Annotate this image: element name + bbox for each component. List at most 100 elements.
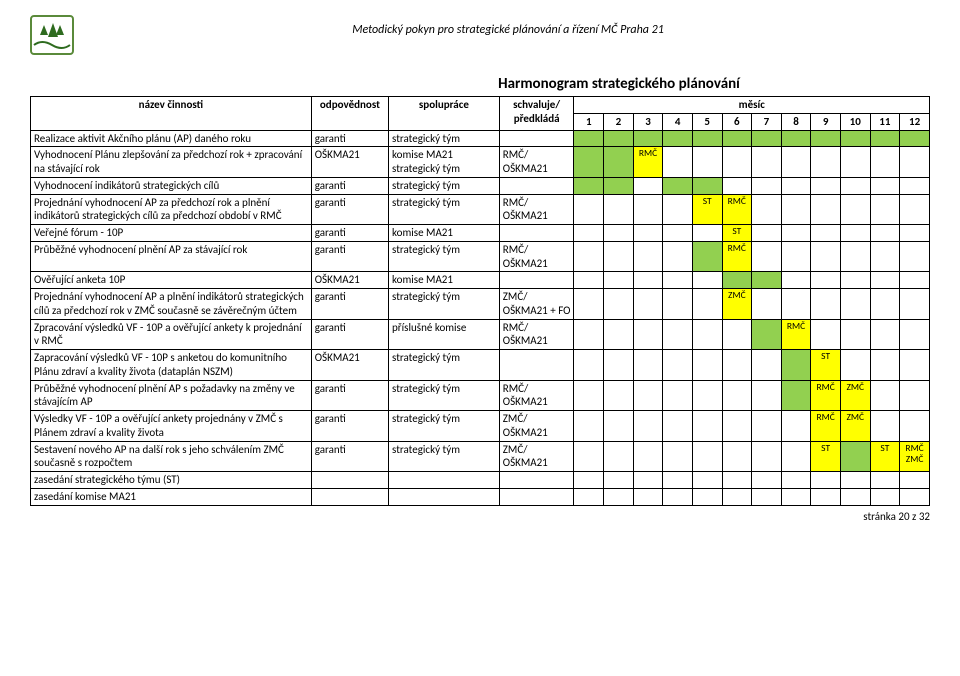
gantt-cell-label: ZMČ bbox=[903, 454, 926, 466]
cell-sch: ZMČ/ OŠKMA21 bbox=[499, 411, 574, 442]
gantt-cell: RMČ bbox=[781, 319, 811, 350]
gantt-cell bbox=[663, 241, 693, 272]
gantt-cell bbox=[840, 441, 870, 472]
gantt-cell-label: ST bbox=[696, 196, 719, 208]
gantt-cell bbox=[781, 194, 811, 225]
gantt-cell bbox=[781, 289, 811, 320]
cell-sch bbox=[499, 130, 574, 147]
cell-nazev: Výsledky VF - 10P a ověřující ankety pro… bbox=[31, 411, 312, 442]
gantt-cell bbox=[663, 147, 693, 178]
cell-nazev: zasedání strategického týmu (ST) bbox=[31, 472, 312, 489]
cell-odp: garanti bbox=[311, 225, 388, 242]
gantt-cell bbox=[840, 488, 870, 505]
cell-spol: strategický tým bbox=[389, 130, 500, 147]
gantt-cell bbox=[870, 380, 900, 411]
table-row: Sestavení nového AP na další rok s jeho … bbox=[31, 441, 930, 472]
gantt-cell bbox=[900, 130, 930, 147]
table-row: Vyhodnocení indikátorů strategických cíl… bbox=[31, 177, 930, 194]
gantt-cell bbox=[604, 289, 634, 320]
gantt-cell bbox=[900, 472, 930, 489]
gantt-cell bbox=[840, 472, 870, 489]
cell-spol: komise MA21 bbox=[389, 272, 500, 289]
gantt-cell-label: ST bbox=[814, 351, 837, 363]
cell-sch: RMČ/ OŠKMA21 bbox=[499, 147, 574, 178]
gantt-cell bbox=[633, 411, 663, 442]
gantt-cell: ST bbox=[811, 350, 841, 381]
cell-spol: strategický tým bbox=[389, 441, 500, 472]
gantt-cell bbox=[692, 130, 722, 147]
gantt-cell bbox=[663, 350, 693, 381]
cell-odp: OŠKMA21 bbox=[311, 147, 388, 178]
gantt-cell bbox=[722, 441, 752, 472]
gantt-cell bbox=[633, 380, 663, 411]
gantt-cell bbox=[781, 472, 811, 489]
gantt-cell bbox=[752, 488, 782, 505]
gantt-cell bbox=[811, 472, 841, 489]
table-row: Projednání vyhodnocení AP a plnění indik… bbox=[31, 289, 930, 320]
cell-odp: garanti bbox=[311, 177, 388, 194]
th-month-10: 10 bbox=[840, 113, 870, 130]
table-row: zasedání komise MA21 bbox=[31, 488, 930, 505]
gantt-cell: ST bbox=[692, 194, 722, 225]
table-row: Projednání vyhodnocení AP za předchozí r… bbox=[31, 194, 930, 225]
table-row: Vyhodnocení Plánu zlepšování za předchoz… bbox=[31, 147, 930, 178]
gantt-cell bbox=[900, 194, 930, 225]
gantt-cell-label: ST bbox=[814, 443, 837, 455]
gantt-cell bbox=[811, 225, 841, 242]
cell-sch bbox=[499, 177, 574, 194]
gantt-cell bbox=[604, 272, 634, 289]
gantt-cell bbox=[663, 441, 693, 472]
gantt-cell bbox=[752, 319, 782, 350]
gantt-cell bbox=[692, 177, 722, 194]
gantt-cell bbox=[663, 289, 693, 320]
gantt-cell bbox=[781, 441, 811, 472]
table-body: Realizace aktivit Akčního plánu (AP) dan… bbox=[31, 130, 930, 505]
cell-odp: garanti bbox=[311, 380, 388, 411]
gantt-cell bbox=[574, 225, 604, 242]
gantt-cell bbox=[781, 147, 811, 178]
gantt-cell: RMČZMČ bbox=[900, 441, 930, 472]
gantt-cell bbox=[722, 350, 752, 381]
cell-nazev: Zpracování výsledků VF - 10P a ověřující… bbox=[31, 319, 312, 350]
gantt-cell bbox=[692, 319, 722, 350]
cell-odp: garanti bbox=[311, 411, 388, 442]
gantt-cell bbox=[722, 380, 752, 411]
gantt-cell bbox=[722, 130, 752, 147]
gantt-cell bbox=[870, 147, 900, 178]
gantt-cell bbox=[900, 147, 930, 178]
gantt-cell bbox=[574, 177, 604, 194]
gantt-cell bbox=[574, 488, 604, 505]
gantt-cell bbox=[752, 130, 782, 147]
gantt-cell bbox=[722, 488, 752, 505]
page-header: Metodický pokyn pro strategické plánován… bbox=[30, 15, 930, 55]
page-footer: stránka 20 z 32 bbox=[30, 510, 930, 523]
gantt-cell bbox=[663, 411, 693, 442]
gantt-cell bbox=[781, 350, 811, 381]
gantt-cell bbox=[663, 194, 693, 225]
th-month-4: 4 bbox=[663, 113, 693, 130]
gantt-cell bbox=[663, 380, 693, 411]
gantt-cell bbox=[781, 177, 811, 194]
cell-odp: garanti bbox=[311, 241, 388, 272]
gantt-cell bbox=[870, 241, 900, 272]
gantt-cell bbox=[900, 350, 930, 381]
gantt-cell bbox=[604, 350, 634, 381]
table-title: Harmonogram strategického plánování bbox=[308, 75, 930, 93]
gantt-cell bbox=[752, 411, 782, 442]
cell-odp: garanti bbox=[311, 319, 388, 350]
gantt-cell bbox=[781, 272, 811, 289]
gantt-cell bbox=[840, 147, 870, 178]
gantt-cell bbox=[633, 289, 663, 320]
gantt-cell bbox=[633, 350, 663, 381]
gantt-cell bbox=[752, 472, 782, 489]
gantt-cell bbox=[604, 411, 634, 442]
gantt-cell-label: RMČ bbox=[814, 382, 837, 394]
gantt-cell bbox=[692, 380, 722, 411]
gantt-cell bbox=[840, 177, 870, 194]
cell-nazev: Průběžné vyhodnocení plnění AP s požadav… bbox=[31, 380, 312, 411]
gantt-cell bbox=[781, 488, 811, 505]
gantt-cell bbox=[900, 177, 930, 194]
cell-odp: OŠKMA21 bbox=[311, 272, 388, 289]
cell-sch bbox=[499, 225, 574, 242]
gantt-cell bbox=[574, 350, 604, 381]
